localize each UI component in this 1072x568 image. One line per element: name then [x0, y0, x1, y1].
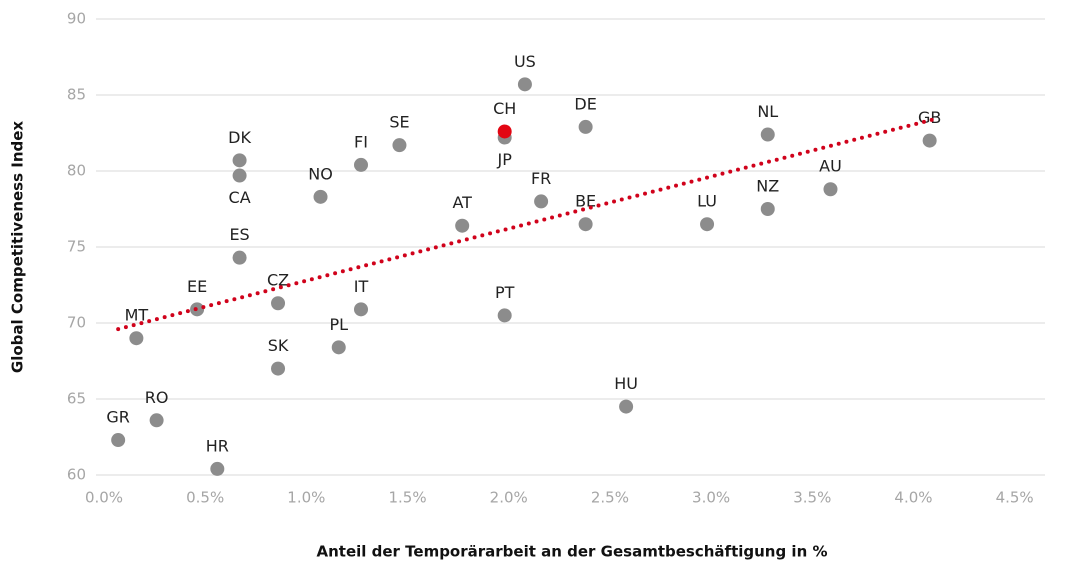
data-point — [578, 119, 593, 134]
data-point — [271, 361, 286, 376]
point-label: NL — [757, 102, 778, 121]
data-point — [760, 127, 775, 142]
point-label: FI — [354, 132, 368, 151]
data-point — [760, 202, 775, 216]
point-label: AT — [452, 193, 472, 212]
data-point — [354, 302, 369, 317]
data-point — [232, 168, 247, 183]
data-point — [129, 331, 144, 346]
y-tick-label: 90 — [67, 10, 86, 28]
point-label: DE — [574, 94, 596, 113]
data-point — [111, 433, 126, 448]
point-label: ES — [229, 225, 249, 244]
point-label: FR — [531, 169, 551, 188]
x-tick-label: 2.0% — [490, 489, 528, 507]
data-point — [922, 133, 937, 148]
x-axis-title: Anteil der Temporärarbeit an der Gesamtb… — [316, 543, 827, 561]
data-point — [392, 138, 407, 153]
data-point — [823, 182, 838, 197]
point-label: SK — [268, 336, 289, 355]
point-label: IT — [354, 277, 369, 296]
data-point — [354, 157, 369, 172]
x-tick-label: 0.5% — [186, 489, 224, 507]
data-point — [578, 217, 593, 232]
data-point — [517, 77, 532, 92]
point-label: LU — [697, 192, 717, 211]
data-point — [210, 461, 225, 476]
point-label: NZ — [756, 177, 779, 196]
data-point — [232, 250, 247, 265]
data-point — [497, 124, 512, 139]
data-point — [271, 296, 286, 311]
point-label: MT — [125, 306, 149, 325]
x-tick-label: 3.5% — [793, 489, 831, 507]
point-label: PT — [495, 283, 515, 302]
x-tick-label: 4.5% — [996, 489, 1034, 507]
data-point — [619, 399, 634, 414]
data-point — [455, 218, 470, 233]
point-label: CH — [493, 99, 516, 118]
point-label: NO — [308, 164, 333, 183]
point-label: US — [514, 52, 536, 71]
data-point — [700, 217, 715, 232]
point-label: DK — [228, 128, 251, 147]
data-point — [331, 340, 346, 355]
y-tick-label: 85 — [67, 86, 86, 104]
data-point — [497, 308, 512, 323]
point-label: GR — [106, 408, 130, 427]
data-point — [149, 413, 164, 428]
data-point — [534, 194, 549, 209]
x-tick-label: 1.0% — [287, 489, 325, 507]
y-axis-title: Global Competitiveness Index — [9, 121, 27, 374]
y-tick-label: 75 — [67, 238, 86, 256]
y-tick-label: 80 — [67, 162, 86, 180]
point-label: EE — [187, 277, 207, 296]
point-label: RO — [145, 388, 169, 407]
point-label: JP — [496, 150, 512, 169]
x-tick-label: 1.5% — [388, 489, 426, 507]
y-tick-label: 65 — [67, 390, 86, 408]
point-label: CZ — [267, 271, 289, 290]
point-label: AU — [819, 157, 842, 176]
point-label: CA — [229, 188, 251, 207]
point-label: HR — [206, 436, 229, 455]
point-label: GB — [918, 108, 941, 127]
x-tick-label: 3.0% — [692, 489, 730, 507]
y-tick-label: 60 — [67, 466, 86, 484]
x-tick-label: 4.0% — [894, 489, 932, 507]
point-label: HU — [614, 374, 638, 393]
point-label: PL — [329, 315, 348, 334]
x-tick-label: 0.0% — [85, 489, 123, 507]
point-label: BE — [575, 192, 596, 211]
x-tick-label: 2.5% — [591, 489, 629, 507]
point-label: SE — [389, 113, 409, 132]
data-point — [232, 153, 247, 168]
data-point — [313, 189, 328, 204]
y-tick-label: 70 — [67, 314, 86, 332]
